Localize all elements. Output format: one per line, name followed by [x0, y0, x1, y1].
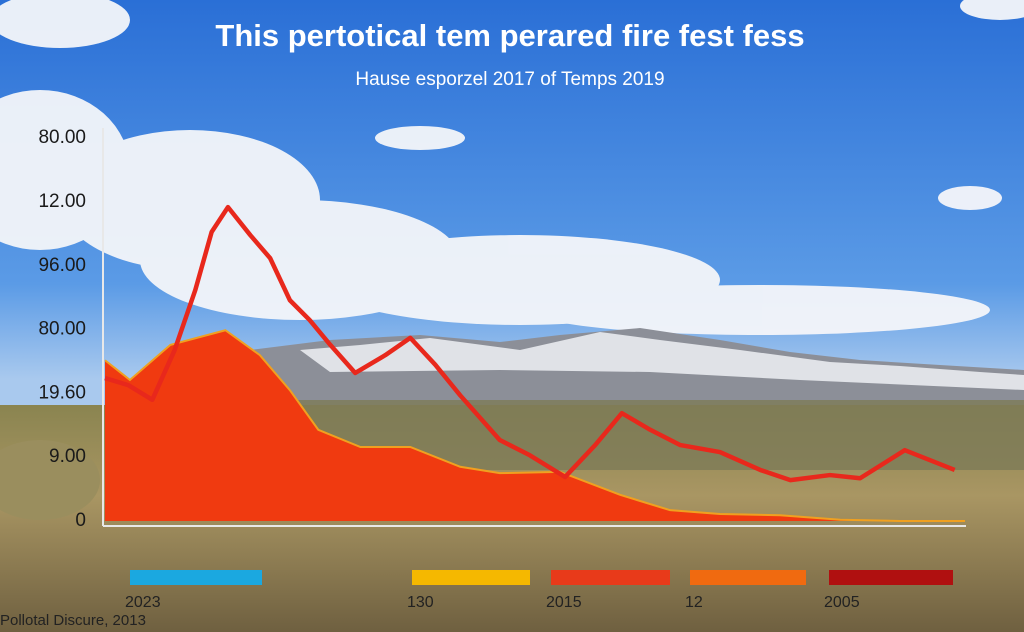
legend-label: 2015 [546, 594, 582, 611]
legend-label: 2005 [824, 594, 860, 611]
y-tick-label: 80.00 [38, 127, 86, 148]
legend-swatch [130, 570, 262, 585]
y-tick-label: 12.00 [38, 191, 86, 212]
y-tick-label: 0 [75, 510, 86, 531]
legend-swatch [551, 570, 670, 585]
y-tick-label: 80.00 [38, 319, 86, 340]
chart-title: This pertotical tem perared fire fest fe… [215, 18, 804, 53]
legend-swatch [829, 570, 953, 585]
area-edge [104, 329, 965, 522]
line [104, 204, 956, 483]
area [105, 330, 965, 521]
chart-footer: Pollotal Discure, 2013 [0, 612, 146, 629]
chart-subtitle: Hause esporzel 2017 of Temps 2019 [355, 69, 664, 90]
legend-swatch [412, 570, 530, 585]
y-tick-label: 19.60 [38, 382, 86, 403]
legend-swatch [690, 570, 806, 585]
legend-label: 2023 [125, 594, 161, 611]
legend-label: 12 [685, 594, 703, 611]
y-tick-label: 9.00 [49, 446, 86, 467]
legend-label: 130 [407, 594, 434, 611]
y-tick-label: 96.00 [38, 255, 86, 276]
